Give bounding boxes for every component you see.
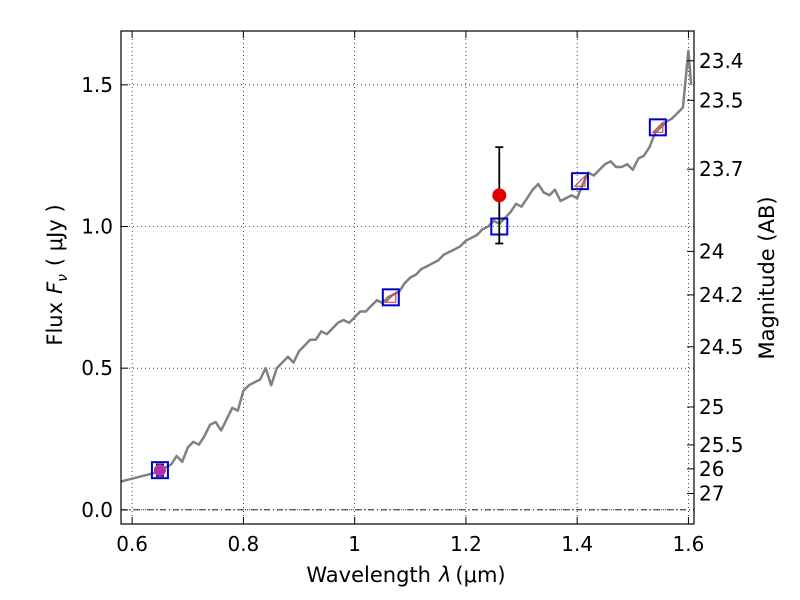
y2-tick-label: 25: [699, 395, 724, 419]
model-square-marker: [648, 118, 667, 137]
x-tick-label: 1.6: [673, 532, 705, 556]
x-tick-label: 1.2: [450, 532, 482, 556]
y2-tick-label: 24: [699, 239, 724, 263]
x-tick-label: 0.6: [116, 532, 148, 556]
observed-point-marker: [492, 188, 507, 203]
y2-axis-label: Magnitude (AB): [755, 196, 779, 359]
model-square-marker: [150, 461, 169, 480]
tick-labels: 0.6 0.8 1 1.2 1.4 1.6 0.0 0.5 1.0 1.5 23.4 23.5 23.7…: [81, 49, 743, 556]
plot-area: [120, 49, 693, 483]
y-axis-label: FluxFν( μJy ): [43, 204, 71, 345]
x-tick-label: 0.8: [227, 532, 259, 556]
x-axis-label: Wavelength λ (μm): [306, 563, 505, 587]
grid: [121, 31, 694, 524]
y2-tick-label: 23.7: [699, 157, 744, 181]
spectrum-line: [120, 49, 693, 483]
y-tick-label: 0.0: [81, 498, 113, 522]
x-tick-label: 1: [348, 532, 361, 556]
y2-tick-label: 26: [699, 457, 724, 481]
observed-upper-limit-marker: [573, 174, 586, 187]
model-square-marker: [381, 288, 400, 307]
y-tick-label: 1.0: [81, 215, 113, 239]
y2-tick-label: 27: [699, 482, 724, 506]
y2-tick-label: 24.2: [699, 283, 744, 307]
axis-ticks: [121, 31, 694, 524]
y2-tick-label: 23.5: [699, 88, 744, 112]
observed-upper-limit-marker: [651, 120, 664, 133]
observed-upper-limit-marker: [384, 290, 397, 303]
x-tick-label: 1.4: [561, 532, 593, 556]
model-square-marker: [570, 172, 589, 191]
y2-tick-label: 23.4: [699, 49, 744, 73]
y2-tick-label: 25.5: [699, 433, 744, 457]
plot-frame: [120, 30, 695, 525]
y-tick-label: 1.5: [81, 73, 113, 97]
observed-point-marker: [153, 464, 166, 477]
y2-tick-label: 24.5: [699, 335, 744, 359]
y-tick-label: 0.5: [81, 356, 113, 380]
